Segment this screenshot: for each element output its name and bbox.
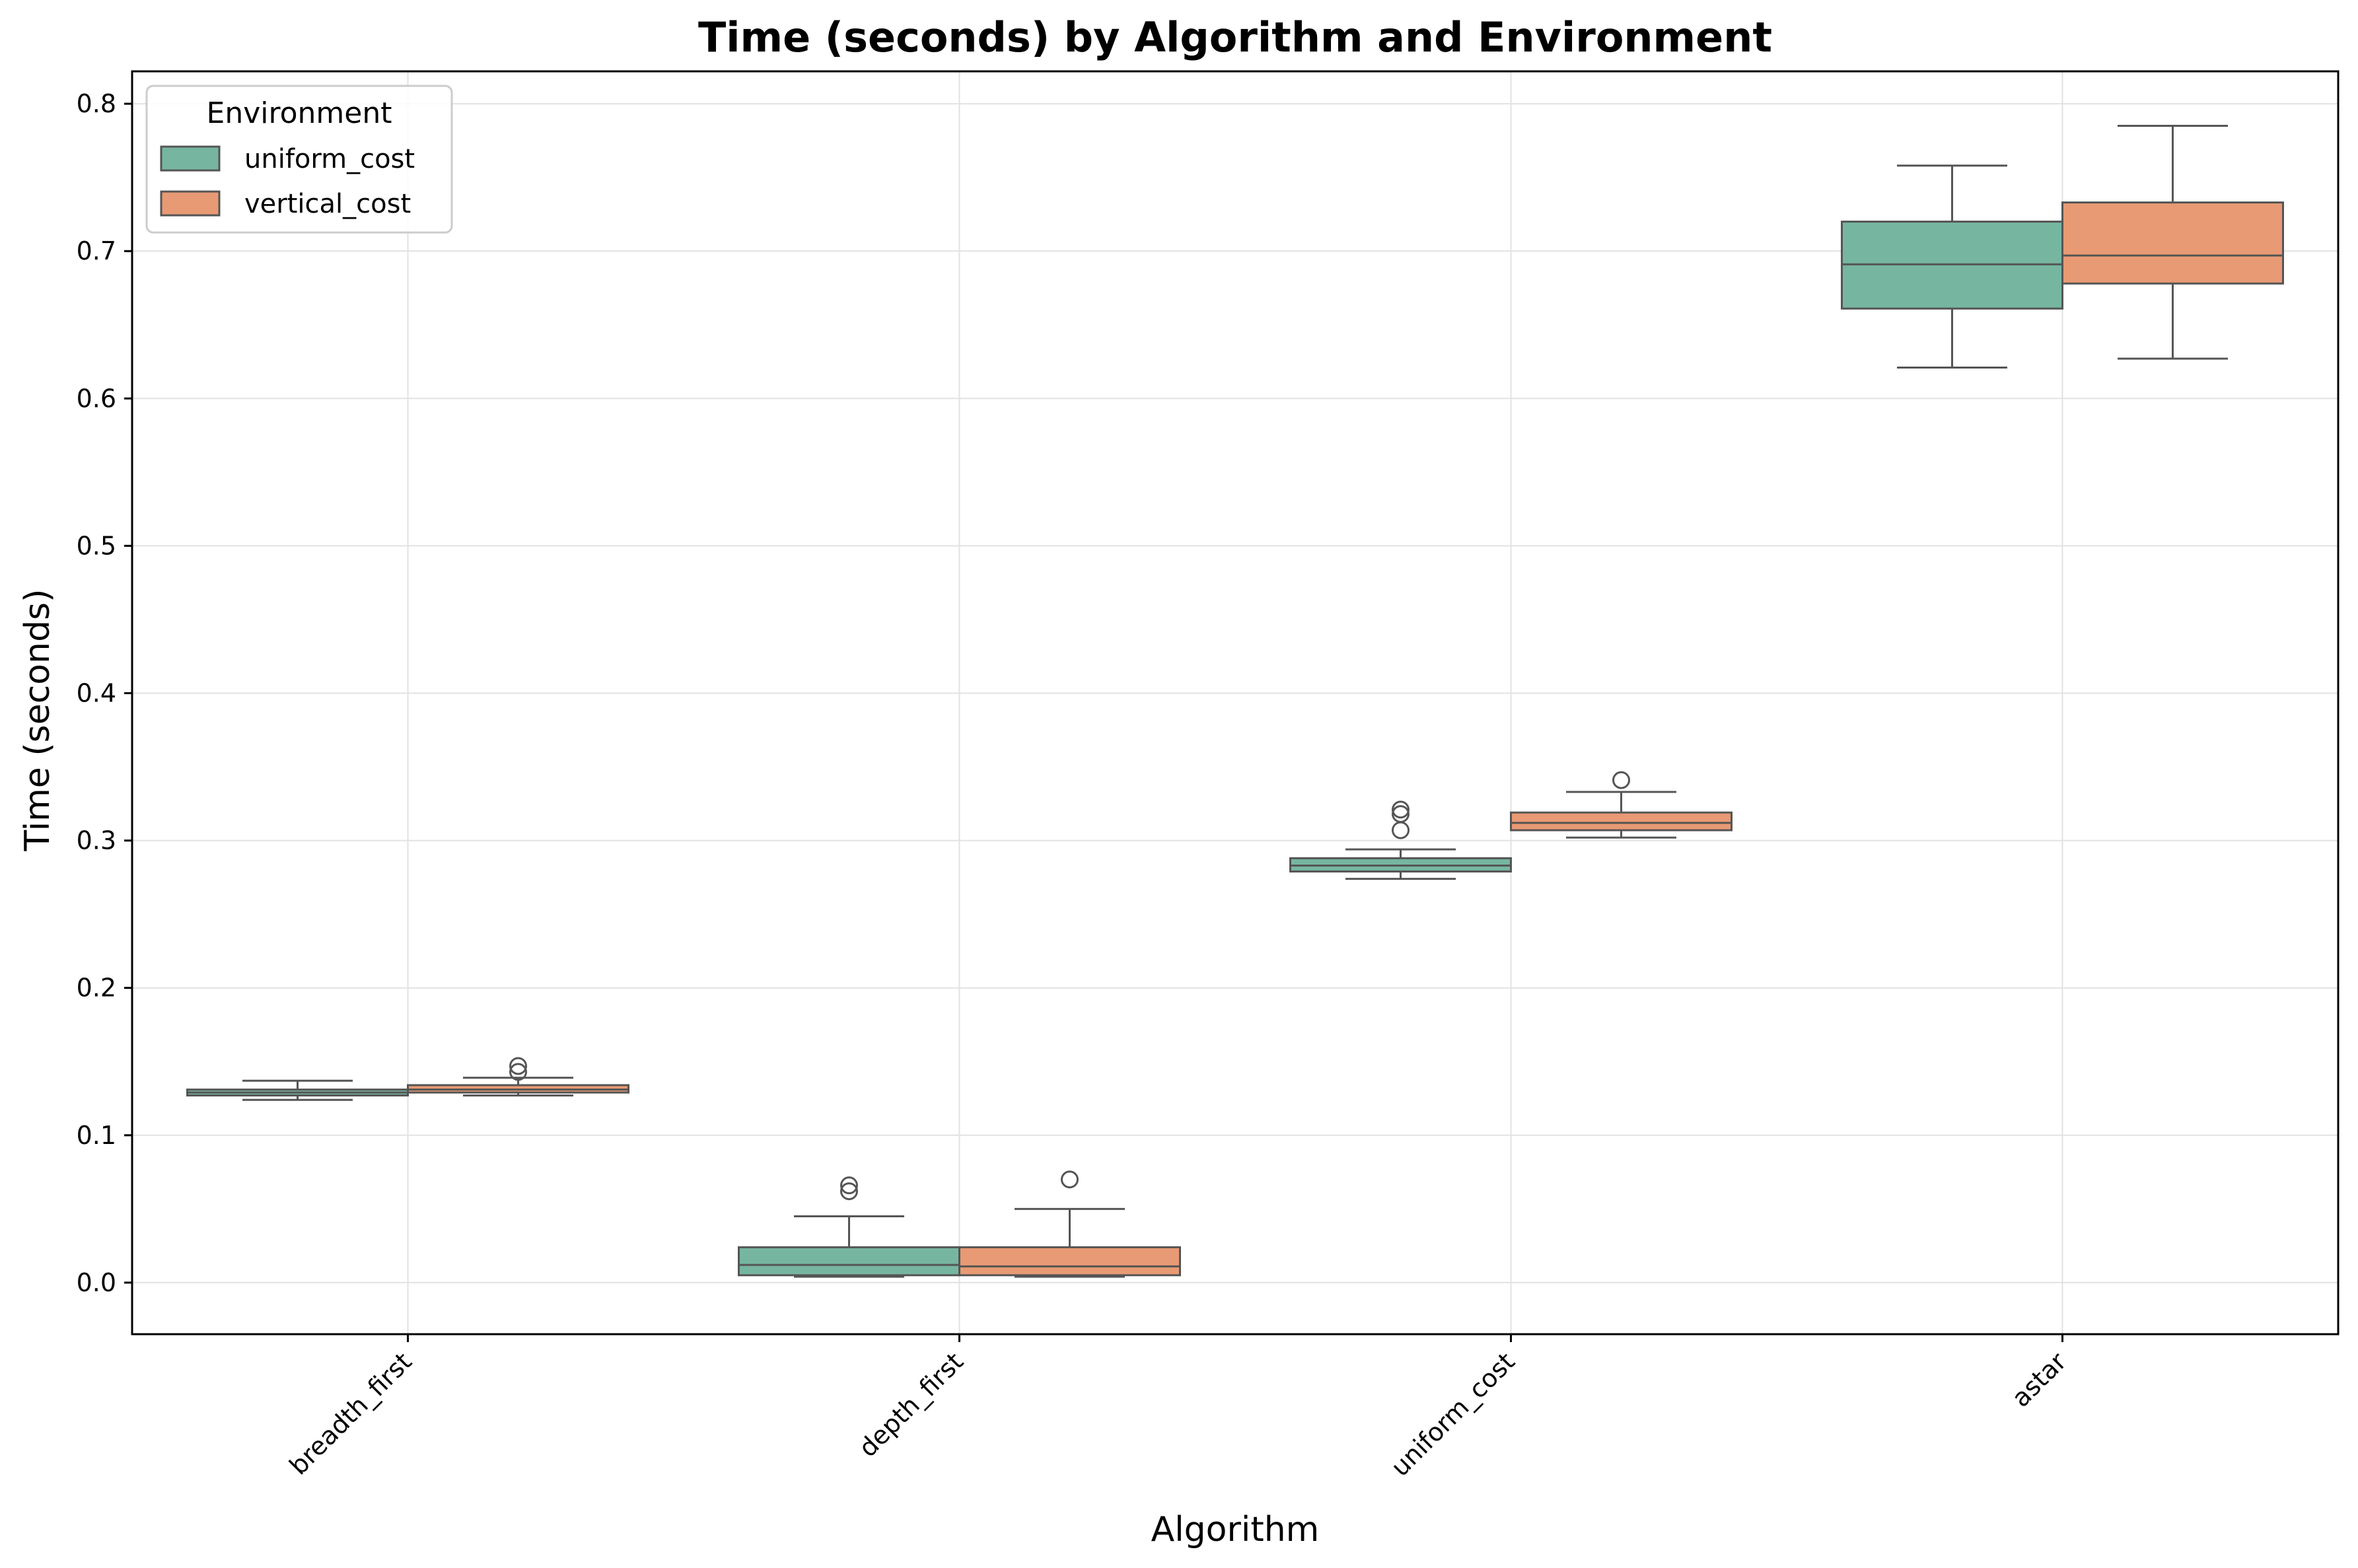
outlier-point <box>1061 1170 1079 1189</box>
y-tick-label: 0.5 <box>77 531 116 560</box>
outlier-point <box>1392 804 1410 823</box>
legend: Environment uniform_cost vertical_cost <box>145 85 453 234</box>
box-vertical_cost-astar <box>2061 125 2284 360</box>
box-uniform_cost-breadth_first <box>186 1079 409 1101</box>
box-iqr <box>958 1246 1181 1277</box>
outlier-point <box>840 1182 858 1201</box>
chart-title: Time (seconds) by Algorithm and Environm… <box>698 13 1772 61</box>
box-vertical_cost-breadth_first <box>407 1057 629 1097</box>
y-tick-label: 0.1 <box>77 1121 116 1150</box>
y-tick-label: 0.7 <box>77 236 116 266</box>
box-uniform_cost-astar <box>1841 164 2063 369</box>
plot-frame <box>131 70 2340 1336</box>
outlier-point <box>509 1057 527 1075</box>
boxes <box>186 125 2284 1278</box>
legend-label-uniform-cost: uniform_cost <box>244 144 415 174</box>
legend-label-vertical-cost: vertical_cost <box>244 189 411 219</box>
y-axis: 0.0 0.1 0.2 0.3 0.4 0.5 0.6 0.7 0.8 <box>77 89 132 1297</box>
legend-swatch-vertical-cost <box>160 190 221 217</box>
legend-swatch-uniform-cost <box>160 145 221 172</box>
legend-title: Environment <box>207 96 392 130</box>
y-tick-label: 0.6 <box>77 384 116 413</box>
outlier-point <box>840 1176 858 1195</box>
outlier-point <box>1392 801 1410 819</box>
outlier-point <box>509 1063 527 1081</box>
box-uniform_cost-uniform_cost <box>1289 801 1512 880</box>
outlier-point <box>1612 771 1630 789</box>
y-tick-label: 0.8 <box>77 89 116 118</box>
box-vertical_cost-depth_first <box>958 1170 1181 1278</box>
y-tick-label: 0.4 <box>77 678 116 707</box>
box-iqr <box>2061 201 2284 285</box>
legend-frame <box>145 85 453 234</box>
box-iqr <box>1510 811 1733 832</box>
y-tick-label: 0.2 <box>77 974 116 1003</box>
y-tick-label: 0.0 <box>77 1268 116 1297</box>
y-axis-label: Time (seconds) <box>18 589 57 852</box>
y-tick-label: 0.3 <box>77 826 116 855</box>
box-iqr <box>738 1246 960 1277</box>
box-vertical_cost-uniform_cost <box>1510 771 1733 839</box>
x-axis-label: Algorithm <box>1151 1510 1320 1550</box>
grid <box>132 71 2338 1334</box>
